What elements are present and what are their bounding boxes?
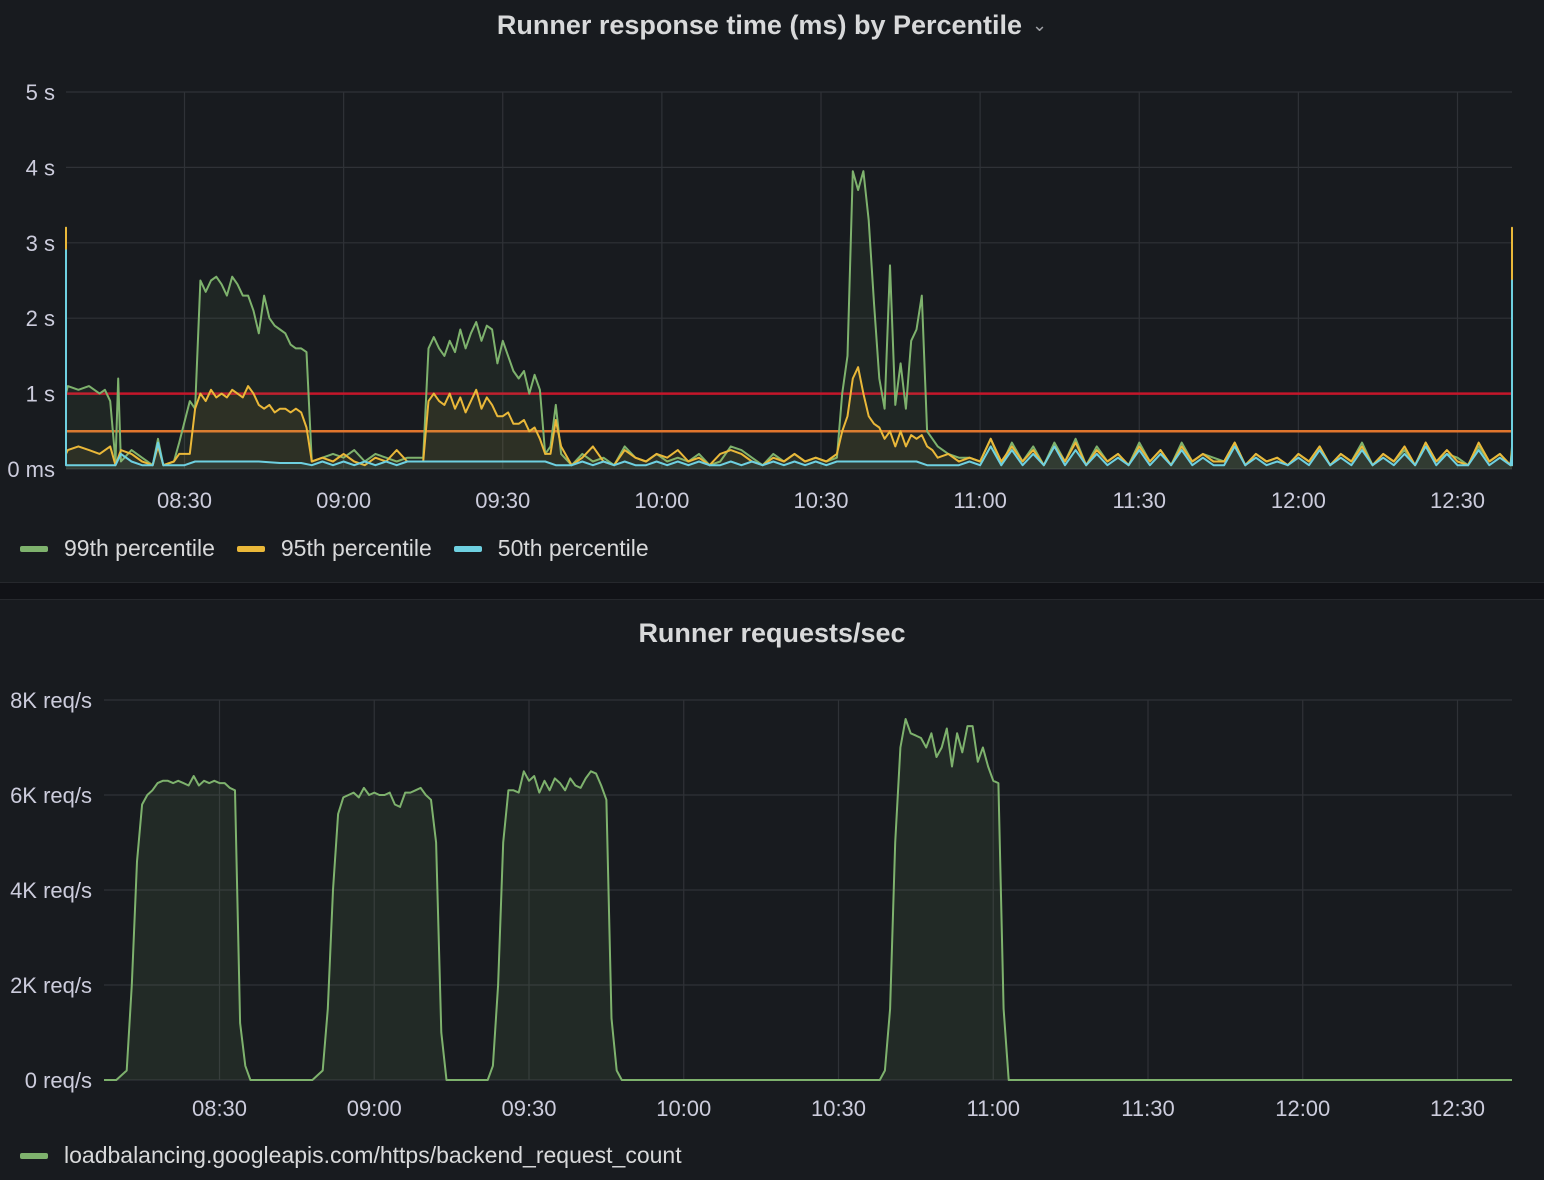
- x-tick-label: 11:00: [953, 488, 1006, 513]
- x-tick-label: 10:30: [811, 1096, 866, 1121]
- x-tick-label: 10:30: [793, 488, 848, 513]
- x-tick-label: 12:30: [1430, 1096, 1485, 1121]
- x-tick-label: 12:00: [1275, 1096, 1330, 1121]
- x-tick-label: 09:00: [347, 1096, 402, 1121]
- y-tick-label: 2K req/s: [10, 973, 92, 998]
- x-tick-label: 11:00: [967, 1096, 1020, 1121]
- legend-item-p50[interactable]: 50th percentile: [453, 535, 649, 562]
- requests-title[interactable]: Runner requests/sec: [638, 618, 906, 648]
- legend-swatch-p95: [236, 545, 265, 552]
- legend-swatch-backend-request-count: [20, 1152, 48, 1159]
- series-line-1: [65, 226, 1513, 467]
- y-tick-label: 4 s: [26, 155, 55, 180]
- y-tick-label: 0 ms: [7, 457, 55, 482]
- legend-item-p95[interactable]: 95th percentile: [236, 535, 432, 562]
- legend-label-p50: 50th percentile: [497, 535, 649, 561]
- legend-item-backend-request-count[interactable]: loadbalancing.googleapis.com/https/backe…: [20, 1142, 682, 1169]
- series-line-0: [104, 718, 1512, 1081]
- response-time-chart: 0 ms 1 s 2 s 3 s 4 s 5 s 08:30 09:00 09:30 10:00 1…: [7, 80, 1513, 513]
- series-line-2: [65, 249, 1513, 467]
- legend-label-backend-request-count: loadbalancing.googleapis.com/https/backe…: [64, 1142, 682, 1168]
- chevron-down-icon[interactable]: ⌄: [1032, 15, 1048, 35]
- response-time-legend: 99th percentile 95th percentile 50th per…: [20, 535, 671, 562]
- y-tick-label: 8K req/s: [10, 688, 92, 713]
- series-area-0: [104, 719, 1512, 1080]
- y-tick-label: 2 s: [26, 306, 55, 331]
- y-tick-label: 5 s: [26, 80, 55, 105]
- legend-label-p99: 99th percentile: [64, 535, 215, 561]
- x-tick-label: 12:00: [1271, 488, 1326, 513]
- response-time-panel: Runner response time (ms) by Percentile ⌄…: [0, 0, 1544, 582]
- x-tick-label: 11:30: [1113, 488, 1166, 513]
- x-tick-label: 11:30: [1121, 1096, 1174, 1121]
- y-tick-label: 3 s: [26, 231, 55, 256]
- requests-panel: Runner requests/sec 0 req/s 2K req/s 4K re…: [0, 600, 1544, 1180]
- legend-item-p99[interactable]: 99th percentile: [20, 535, 215, 562]
- y-tick-label: 1 s: [26, 382, 55, 407]
- x-tick-label: 12:30: [1430, 488, 1485, 513]
- x-tick-label: 09:00: [316, 488, 371, 513]
- x-tick-label: 09:30: [501, 1096, 556, 1121]
- legend-swatch-p50: [453, 545, 482, 552]
- legend-swatch-p99: [20, 545, 48, 552]
- legend-label-p95: 95th percentile: [280, 535, 432, 561]
- requests-chart: 0 req/s 2K req/s 4K req/s 6K req/s 8K req/s 0…: [10, 688, 1512, 1121]
- y-tick-label: 4K req/s: [10, 878, 92, 903]
- x-tick-label: 10:00: [634, 488, 689, 513]
- series-area-0: [66, 171, 1512, 469]
- x-tick-label: 08:30: [192, 1096, 247, 1121]
- x-tick-label: 08:30: [157, 488, 212, 513]
- y-tick-label: 6K req/s: [10, 783, 92, 808]
- y-tick-label: 0 req/s: [25, 1068, 92, 1093]
- requests-legend: loadbalancing.googleapis.com/https/backe…: [20, 1142, 704, 1169]
- x-tick-label: 09:30: [475, 488, 530, 513]
- x-tick-label: 10:00: [656, 1096, 711, 1121]
- response-time-title-row[interactable]: Runner response time (ms) by Percentile ⌄: [0, 10, 1544, 41]
- series-area-1: [66, 227, 1512, 469]
- response-time-title: Runner response time (ms) by Percentile: [496, 10, 1023, 40]
- panel-divider: [0, 582, 1544, 600]
